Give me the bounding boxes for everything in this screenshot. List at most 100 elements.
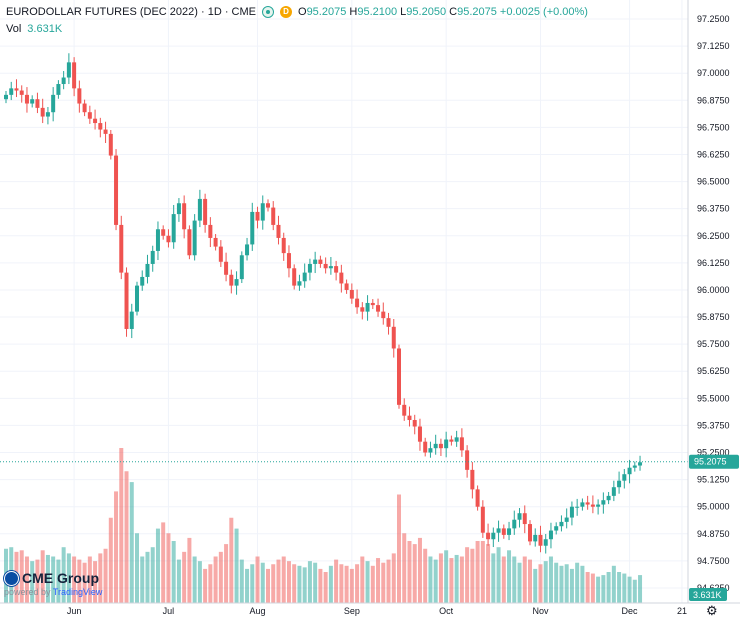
y-tick-label: 95.3750 [697,420,730,430]
candle-body [255,211,260,221]
high-label: H [349,6,358,18]
volume-bar [161,522,166,603]
volume-bar [575,562,580,603]
x-tick-label: Oct [439,606,454,616]
volume-bar [438,553,443,603]
candle-body [611,487,616,496]
volume-bar [402,533,407,603]
price-axis[interactable]: 97.2500 97.1250 97.0000 96.8750 96.7500 96.62… [0,0,740,604]
time-axis[interactable]: Jun Jul Aug Sep Oct Nov Dec 21 [67,606,687,616]
volume-bar [187,537,192,603]
volume-bar [150,547,155,603]
symbol-title[interactable]: EURODOLLAR FUTURES (DEC 2022) · 1D · CME [6,6,256,18]
volume-bar [197,561,202,603]
volume-bar [119,448,124,603]
candle-body [234,279,239,286]
candle-body [98,123,103,130]
volume-bar [182,551,187,603]
candle-body [522,513,527,525]
open-label: O [298,6,307,18]
candle-body [512,519,517,529]
y-tick-label: 97.1250 [697,41,730,51]
candle-body [276,224,281,238]
candle-body [129,311,134,329]
volume-bar [433,559,438,603]
volume-bar [370,565,375,603]
volume-bar [475,541,480,603]
candle-body [166,235,171,243]
volume-bar [428,556,433,603]
y-tick-label: 95.5000 [697,393,730,403]
volume-bar [601,575,606,603]
candle-body [475,489,480,507]
volume-bar [606,572,611,603]
candle-body [580,502,585,507]
candle-body [470,469,475,490]
volume-bar [386,559,391,603]
volume-bar [286,561,291,603]
high-value: 95.2100 [357,6,398,18]
last-price-badge: 95.2075 [689,454,739,469]
candle-body [307,263,312,273]
volume-bar [166,533,171,603]
volume-bar [114,491,119,603]
volume-bar [208,564,213,603]
candle-body [606,495,611,501]
volume-bar [522,556,527,603]
candle-body [250,211,255,245]
candle-body [286,253,291,269]
candle-body [554,526,559,531]
candle-body [77,88,82,104]
candle-body [124,272,129,329]
volume-bar [224,544,229,603]
volume-bar [297,565,302,603]
x-tick-label: Aug [250,606,266,616]
volume-value: 3.631K [27,23,63,35]
volume-bar [486,544,491,603]
powered-by: powered by TradingView [4,587,102,597]
volume-bar [276,559,281,603]
volume-bar [56,559,61,603]
x-tick-label: 21 [677,606,687,616]
cme-logo[interactable]: CME Group powered by TradingView [4,570,102,597]
volume-bar [140,556,145,603]
candle-body [82,103,87,113]
volume-bar [617,572,622,603]
volume-bar [391,553,396,603]
volume-bar [449,558,454,603]
volume-bar [454,554,459,603]
tradingview-link[interactable]: TradingView [52,587,103,597]
volume-bar [622,573,627,603]
volume-bar [334,559,339,603]
volume-bar [397,494,401,603]
y-tick-label: 95.6250 [697,366,730,376]
candle-body [376,305,381,312]
candle-body [161,229,166,236]
candle-body [239,255,244,280]
y-tick-label: 94.7500 [697,556,730,566]
volume-bar [501,556,506,603]
candle-body [271,207,276,225]
candle-body [622,474,627,481]
candle-body [459,437,464,451]
volume-bar [585,572,590,603]
candle-body [119,224,124,273]
volume-bar [459,556,464,603]
x-tick-label: Jul [163,606,175,616]
volume-bar [548,556,553,603]
volume-bar [103,548,108,603]
candle-body [438,443,443,449]
delayed-data-badge[interactable]: D [280,6,292,18]
gear-icon[interactable]: ⚙ [706,603,718,618]
volume-bar [192,556,197,603]
candle-body [51,94,56,113]
candle-body [349,289,354,299]
open-value: 95.2075 [306,6,347,18]
candle-body [538,534,543,546]
brand-name: CME Group [22,570,99,586]
candle-body [40,107,45,117]
candle-body [412,420,417,427]
volume-bar [528,559,532,603]
eye-icon[interactable] [262,6,274,18]
